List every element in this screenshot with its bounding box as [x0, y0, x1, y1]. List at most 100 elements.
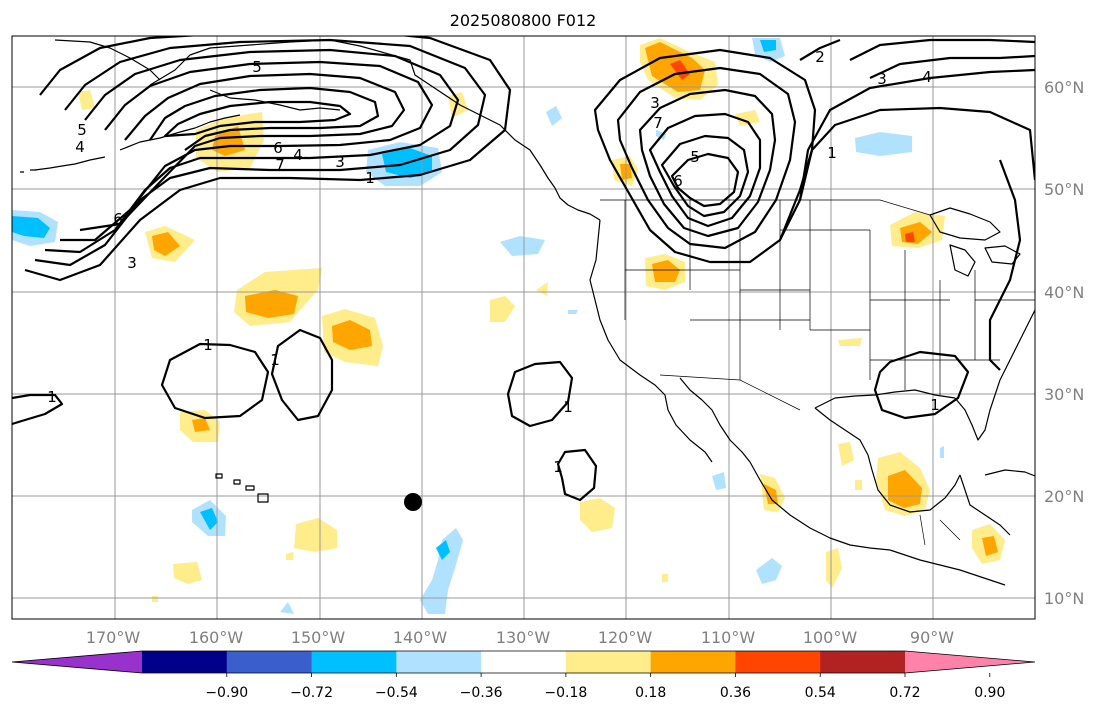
- anomaly-region: [332, 320, 372, 350]
- anomaly-region: [568, 310, 578, 314]
- anomaly-region: [12, 216, 50, 238]
- contour-label: 3: [127, 254, 137, 272]
- contour-line: [616, 66, 797, 250]
- lon-label: 160°W: [189, 628, 244, 647]
- anomaly-region: [173, 562, 202, 584]
- contour-label: 4: [293, 146, 303, 164]
- colorbar-segment: [226, 651, 313, 673]
- longitude-labels: 170°W 160°W 150°W 140°W 130°W 120°W 110°…: [86, 628, 954, 647]
- contour-label: 1: [563, 398, 573, 416]
- lat-label: 60°N: [1044, 78, 1084, 97]
- anomaly-region: [286, 552, 293, 560]
- contour-label: 5: [690, 148, 700, 166]
- colorbar-tick-label: 0.90: [974, 685, 1005, 701]
- anomaly-region: [152, 596, 158, 602]
- contour-label: 5: [252, 58, 262, 76]
- anomaly-region: [735, 110, 760, 126]
- colorbar-tick-label: −0.90: [205, 685, 248, 701]
- contour-line: [638, 88, 777, 238]
- anomaly-region: [662, 574, 668, 582]
- anomaly-region: [200, 508, 218, 530]
- lon-label: 120°W: [598, 628, 653, 647]
- contour-line: [660, 134, 750, 218]
- anomaly-region: [838, 442, 854, 466]
- anomaly-region: [294, 518, 337, 552]
- map-area: 5 6 4 3 1 7 5 3 4 6 2 3 4 1 5 6 7 3 1 1 …: [12, 36, 1035, 619]
- colorbar: [11, 650, 1036, 674]
- anomaly-region: [764, 484, 778, 504]
- colorbar-tick-label: 0.72: [889, 685, 920, 701]
- black-dot-marker: [404, 493, 422, 511]
- contour-line: [12, 393, 64, 426]
- anomaly-region: [245, 290, 298, 318]
- colorbar-tick-label: 0.18: [635, 685, 666, 701]
- lon-label: 130°W: [496, 628, 551, 647]
- contour-line: [163, 100, 352, 138]
- contour-label: 1: [930, 396, 940, 414]
- colorbar-segment: [820, 651, 906, 673]
- map-title: 2025080800 F012: [450, 11, 597, 30]
- lon-label: 140°W: [393, 628, 448, 647]
- colorbar-segment: [650, 651, 736, 673]
- lat-label: 30°N: [1044, 385, 1084, 404]
- colorbar-extend-low: [12, 651, 142, 673]
- contours: [12, 36, 1035, 502]
- contour-line: [799, 38, 841, 61]
- contour-line: [778, 106, 1035, 241]
- contour-labels: 5 6 4 3 1 7 5 3 4 6 2 3 4 1 5 6 7 3 1 1 …: [47, 48, 940, 476]
- contour-line: [648, 112, 762, 228]
- lon-label: 100°W: [803, 628, 858, 647]
- anomaly-region: [712, 472, 726, 490]
- contour-label: 1: [47, 388, 57, 406]
- colorbar-segment: [142, 651, 228, 673]
- anomaly-region: [546, 106, 562, 126]
- anomaly-region: [420, 528, 463, 614]
- anomaly-region: [838, 338, 862, 346]
- contour-line: [160, 342, 270, 420]
- colorbar-tick-label: 0.36: [720, 685, 751, 701]
- contour-label: 2: [815, 48, 825, 66]
- colorbar-tick-label: −0.36: [460, 685, 503, 701]
- contour-label: 1: [203, 336, 213, 354]
- lat-label: 50°N: [1044, 180, 1084, 199]
- contour-label: 6: [113, 210, 123, 228]
- contour-line: [24, 36, 512, 282]
- lon-label: 90°W: [910, 628, 954, 647]
- contour-line: [60, 60, 434, 242]
- contour-line: [869, 54, 1035, 79]
- contour-label: 6: [673, 172, 683, 190]
- contour-line: [79, 72, 406, 232]
- contour-label: 3: [335, 153, 345, 171]
- contour-label: 6: [273, 139, 283, 157]
- contour-line: [593, 48, 817, 264]
- anomaly-region: [652, 260, 680, 282]
- latitude-labels: 60°N 50°N 40°N 30°N 20°N 10°N: [1044, 78, 1084, 608]
- political-borders: [600, 199, 1035, 546]
- anomaly-region: [152, 232, 180, 256]
- anomaly-region: [760, 40, 776, 52]
- contour-line: [270, 328, 334, 422]
- anomaly-region: [280, 602, 294, 614]
- colorbar-segment: [311, 651, 397, 673]
- anomaly-region: [670, 60, 690, 80]
- contour-label: 4: [922, 68, 932, 86]
- contour-label: 4: [75, 138, 85, 156]
- anomaly-region: [905, 232, 915, 242]
- contour-label: 3: [650, 94, 660, 112]
- colorbar-segment: [481, 651, 567, 673]
- contour-label: 1: [827, 144, 837, 162]
- contour-label: 1: [270, 351, 280, 369]
- colorbar-tick-label: −0.72: [290, 685, 333, 701]
- contour-label: 3: [877, 70, 887, 88]
- anomaly-region: [78, 90, 95, 110]
- lat-label: 20°N: [1044, 487, 1084, 506]
- lon-label: 150°W: [291, 628, 346, 647]
- lat-label: 40°N: [1044, 283, 1084, 302]
- colorbar-tick-label: −0.54: [375, 685, 418, 701]
- colorbar-segment: [735, 651, 821, 673]
- anomaly-shading: [12, 38, 1005, 614]
- contour-line: [873, 350, 970, 420]
- anomaly-region: [855, 132, 912, 156]
- anomaly-region: [888, 470, 922, 508]
